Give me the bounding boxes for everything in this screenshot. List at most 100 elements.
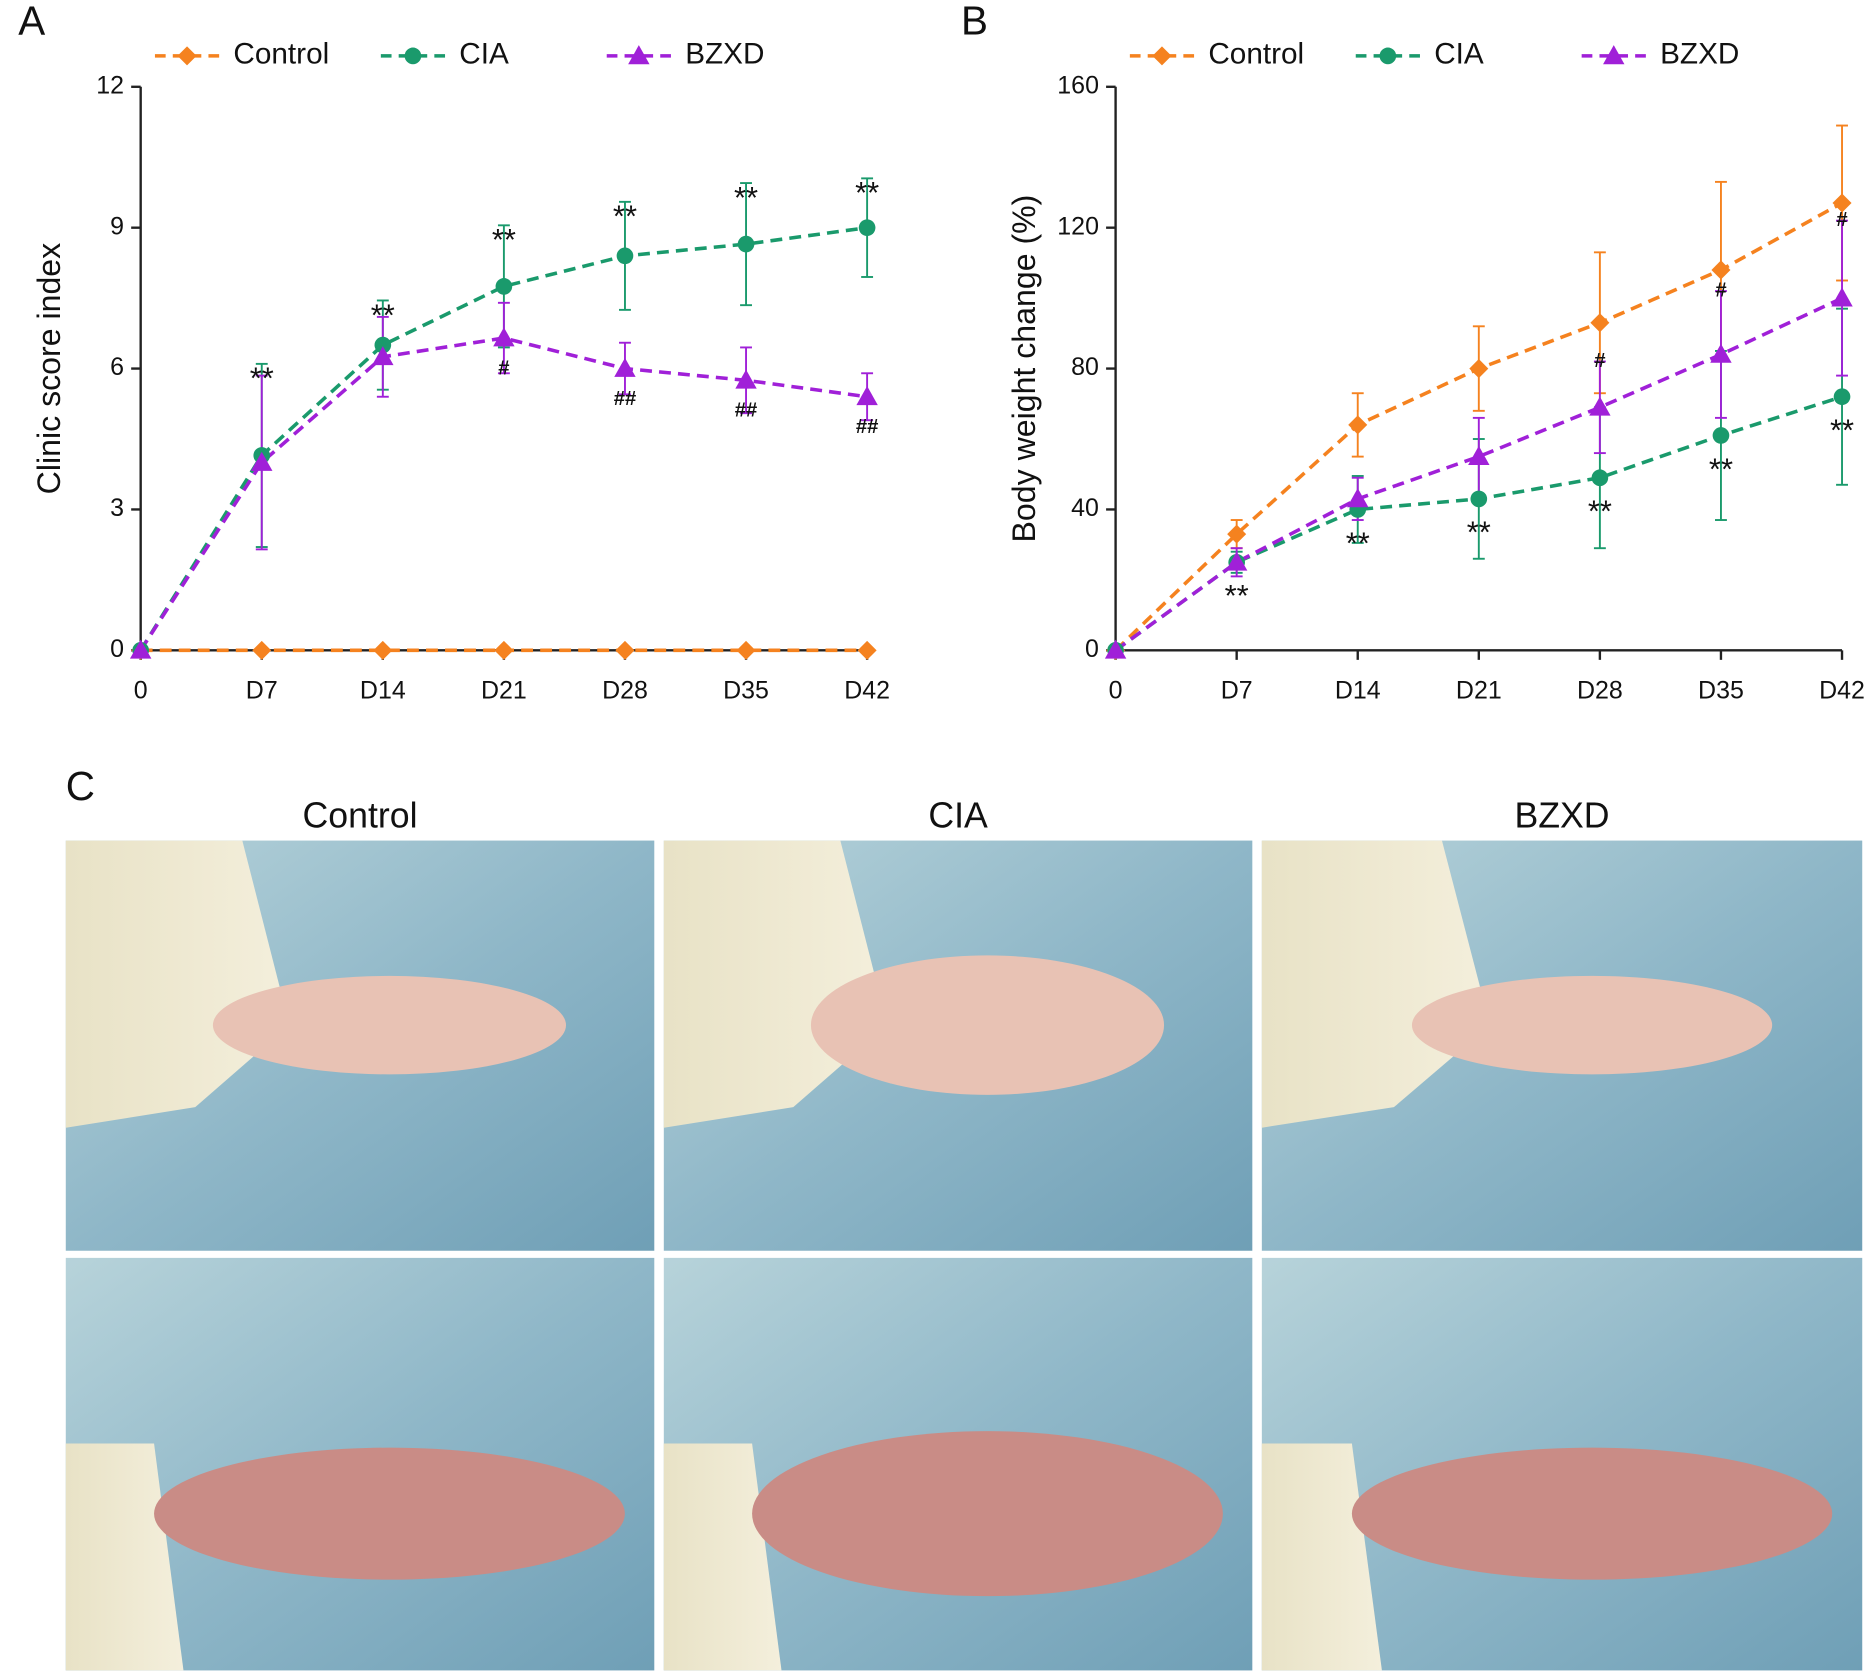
legend-label: Control [233, 38, 329, 71]
significance-mark: ** [613, 199, 637, 234]
significance-mark: # [498, 357, 509, 379]
photo-fur [663, 1443, 782, 1671]
marker [494, 640, 514, 660]
y-tick-label: 9 [110, 212, 124, 240]
x-tick-label: D21 [1456, 677, 1502, 705]
marker [177, 46, 197, 66]
photo-fur [1261, 840, 1490, 1128]
marker [129, 639, 152, 659]
x-tick-label: D35 [723, 677, 769, 705]
marker [493, 327, 515, 347]
photo-paw [752, 1431, 1223, 1597]
y-tick-label: 0 [110, 635, 124, 663]
marker [1711, 260, 1731, 280]
x-tick-label: D7 [246, 677, 278, 705]
marker [1469, 359, 1489, 379]
x-tick-label: 0 [134, 677, 148, 705]
marker [372, 346, 394, 366]
marker [737, 235, 755, 253]
x-tick-label: D14 [1335, 677, 1381, 705]
significance-mark: ** [371, 297, 395, 332]
legend-label: BZXD [685, 38, 764, 71]
y-tick-label: 6 [110, 353, 124, 381]
photo-paw [1411, 975, 1773, 1075]
marker [373, 640, 393, 660]
photo-fur [65, 1443, 184, 1671]
marker [615, 640, 635, 660]
marker [1348, 415, 1368, 435]
y-axis-label: Clinic score index [31, 243, 67, 495]
photo-paw [810, 955, 1165, 1095]
marker [1710, 343, 1732, 363]
marker [495, 278, 513, 295]
x-tick-label: D35 [1698, 677, 1744, 705]
x-tick-label: D21 [481, 677, 527, 705]
y-tick-label: 160 [1057, 71, 1099, 99]
panel-label: A [18, 0, 45, 43]
marker [1591, 469, 1609, 487]
x-tick-label: D14 [360, 677, 406, 705]
x-tick-label: D28 [602, 677, 648, 705]
photo-paw [154, 1447, 625, 1580]
marker [616, 247, 634, 265]
y-axis-label: Body weight change (%) [1006, 195, 1042, 543]
x-tick-label: D42 [844, 677, 890, 705]
marker [858, 219, 876, 237]
y-tick-label: 0 [1085, 635, 1099, 663]
marker [1379, 47, 1397, 65]
significance-mark: ** [1709, 451, 1733, 486]
x-tick-label: D42 [1819, 677, 1865, 705]
x-tick-label: 0 [1109, 677, 1123, 705]
column-title: Control [303, 795, 418, 835]
y-tick-label: 12 [96, 71, 124, 99]
marker [1347, 488, 1369, 508]
significance-mark: ** [492, 222, 516, 257]
significance-mark: # [1836, 209, 1847, 231]
legend-label: CIA [459, 38, 509, 71]
significance-mark: ## [614, 388, 636, 410]
marker [1833, 388, 1851, 406]
marker [857, 640, 877, 660]
marker [736, 640, 756, 660]
photo-paw [212, 975, 567, 1075]
marker [614, 357, 636, 377]
marker [1712, 427, 1730, 444]
marker [1468, 445, 1490, 465]
marker [1590, 313, 1610, 333]
panel-label: B [961, 0, 988, 43]
marker [404, 47, 422, 65]
significance-mark: ## [856, 416, 878, 438]
photo-fur [1261, 1443, 1382, 1671]
significance-mark: # [1594, 350, 1605, 372]
significance-mark: ** [1467, 515, 1491, 550]
marker [374, 336, 392, 354]
column-title: CIA [928, 795, 988, 835]
marker [1470, 490, 1488, 508]
legend-label: CIA [1434, 38, 1484, 71]
significance-mark: ** [1346, 525, 1370, 560]
marker [1225, 551, 1248, 571]
photo-fur [65, 840, 290, 1128]
marker [251, 451, 273, 471]
y-tick-label: 80 [1071, 353, 1099, 381]
marker [1831, 287, 1853, 307]
marker [1589, 396, 1611, 416]
legend-label: Control [1208, 38, 1304, 71]
marker [735, 369, 757, 389]
column-title: BZXD [1514, 795, 1609, 835]
y-tick-label: 40 [1071, 494, 1099, 522]
significance-mark: ** [855, 175, 879, 210]
significance-mark: ## [735, 400, 757, 422]
significance-mark: ** [1830, 413, 1854, 448]
photo-paw [1351, 1447, 1833, 1580]
marker [628, 45, 650, 65]
significance-mark: ** [734, 180, 758, 215]
legend-label: BZXD [1660, 38, 1739, 71]
significance-mark: ** [250, 361, 274, 396]
marker [252, 640, 272, 660]
significance-mark: ** [1225, 578, 1249, 613]
y-tick-label: 120 [1057, 212, 1099, 240]
marker [1152, 46, 1172, 66]
significance-mark: ** [1588, 494, 1612, 529]
